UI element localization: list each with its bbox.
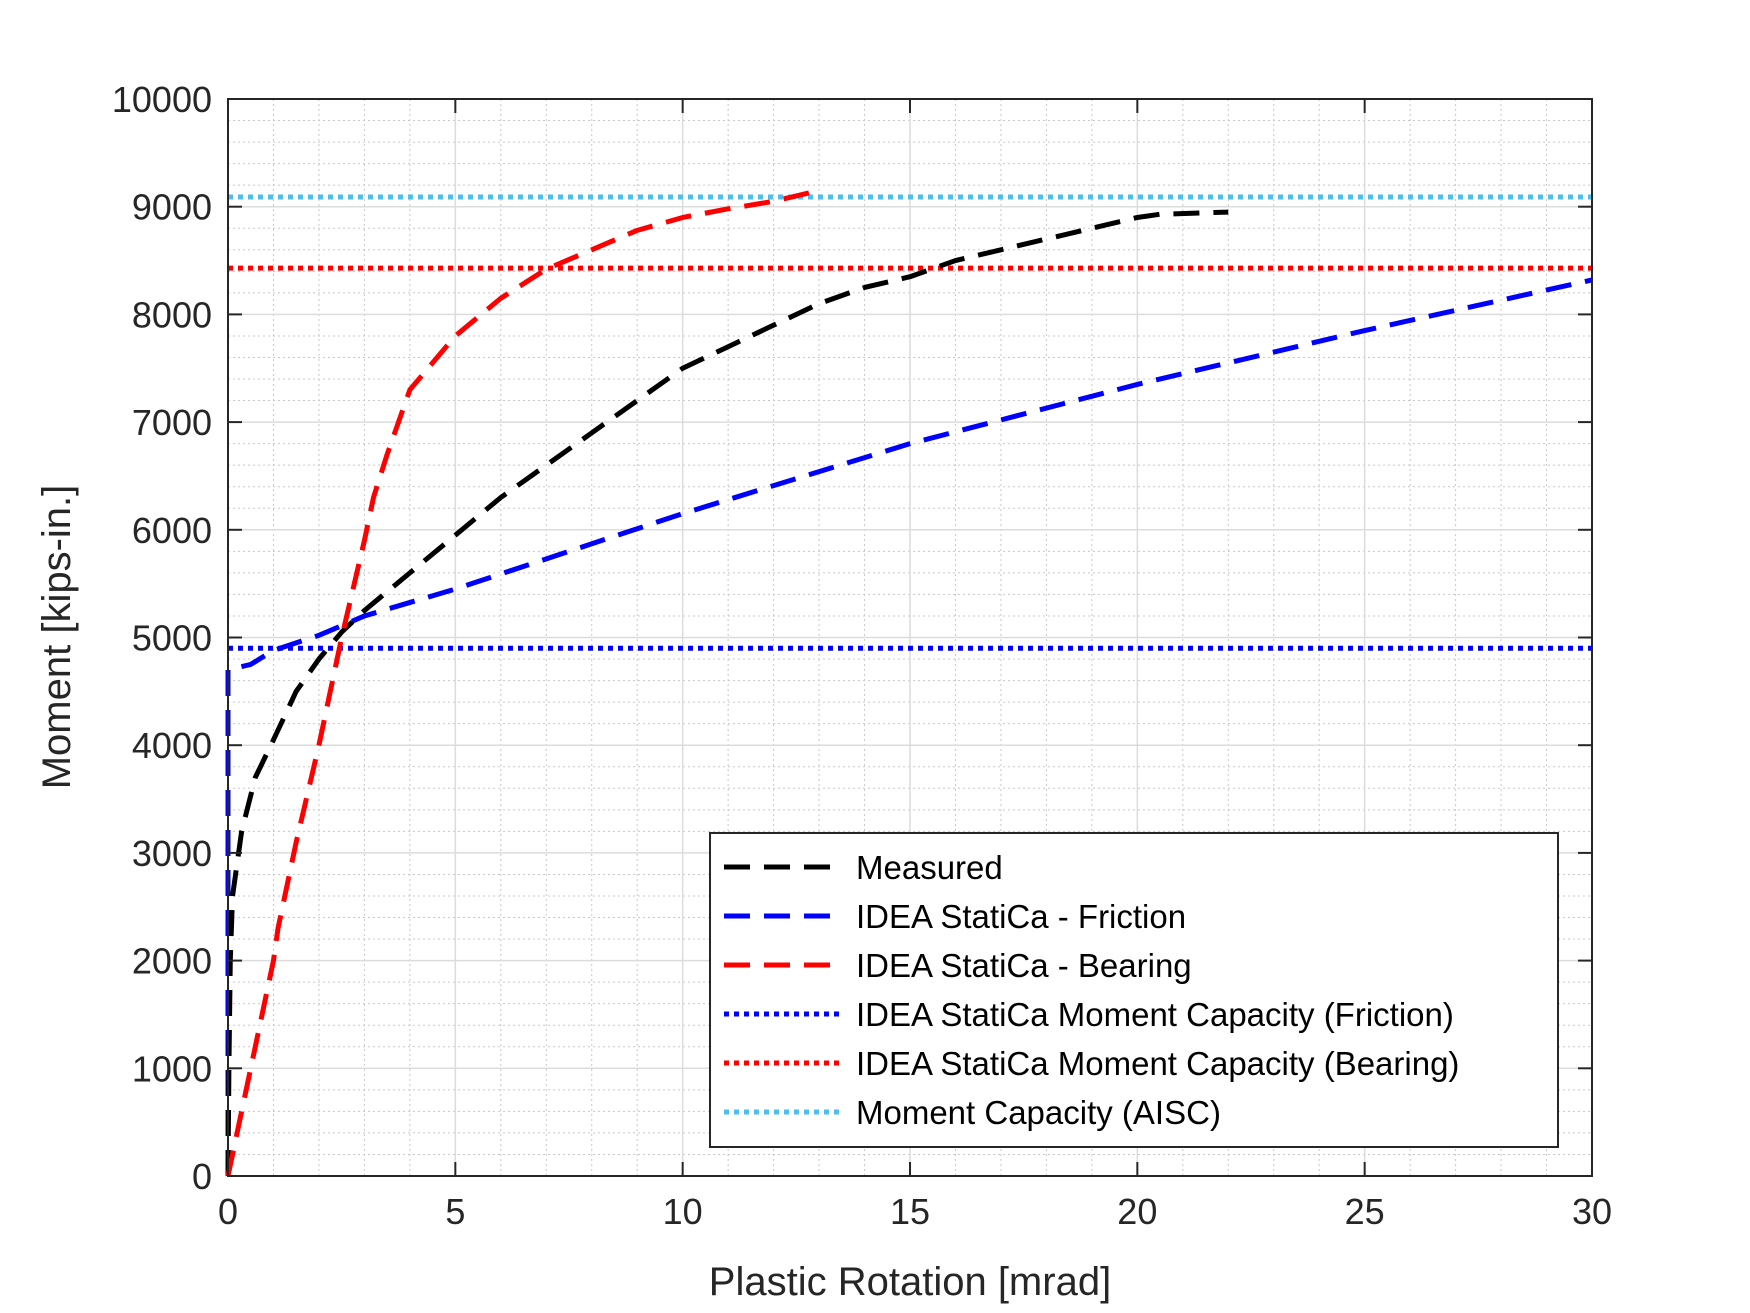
legend-box: [709, 832, 1559, 1148]
x-tick-label: 20: [1117, 1191, 1157, 1232]
y-tick-label: 3000: [132, 833, 212, 874]
x-tick-labels: 0 5 10 15 20 25 30: [218, 1191, 1612, 1232]
x-tick-label: 5: [445, 1191, 465, 1232]
y-tick-labels: 0 1000 2000 3000 4000 5000 6000 7000 8000 9000 100…: [112, 79, 212, 1197]
legend-label-5: Moment Capacity (AISC): [856, 1094, 1221, 1131]
series-line-1: [225, 277, 1593, 1176]
legend-label-4: IDEA StatiCa Moment Capacity (Bearing): [856, 1045, 1459, 1082]
x-tick-label: 15: [890, 1191, 930, 1232]
y-tick-label: 8000: [132, 294, 212, 335]
x-tick-label: 0: [218, 1191, 238, 1232]
y-tick-label: 5000: [132, 618, 212, 659]
legend-label-3: IDEA StatiCa Moment Capacity (Friction): [856, 996, 1454, 1033]
y-tick-label: 6000: [132, 510, 212, 551]
y-tick-label: 1000: [132, 1048, 212, 1089]
x-axis-label: Plastic Rotation [mrad]: [709, 1260, 1111, 1304]
y-tick-label: 0: [192, 1156, 212, 1197]
series-layer: [225, 188, 1593, 1177]
legend-label-1: IDEA StatiCa - Friction: [856, 898, 1186, 935]
legend: Measured IDEA StatiCa - Friction IDEA Stat…: [709, 832, 1559, 1148]
y-tick-label: 4000: [132, 725, 212, 766]
y-tick-label: 7000: [132, 402, 212, 443]
y-tick-label: 9000: [132, 187, 212, 228]
legend-label-0: Measured: [856, 849, 1003, 886]
x-tick-label: 25: [1345, 1191, 1385, 1232]
tick-marks: [227, 98, 1593, 1177]
y-tick-label: 10000: [112, 79, 212, 120]
x-tick-label: 30: [1572, 1191, 1612, 1232]
y-tick-label: 2000: [132, 941, 212, 982]
series-line-2: [225, 188, 820, 1177]
legend-label-2: IDEA StatiCa - Bearing: [856, 947, 1192, 984]
y-axis-label: Moment [kips-in.]: [35, 485, 79, 790]
x-tick-label: 10: [663, 1191, 703, 1232]
series-line-0: [225, 209, 1229, 1177]
